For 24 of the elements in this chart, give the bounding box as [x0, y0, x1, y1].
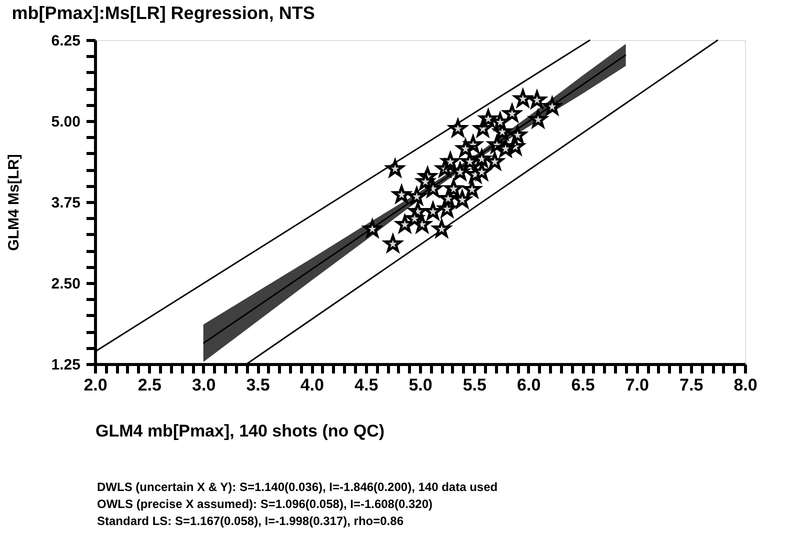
- x-tick-label: 7.5: [680, 376, 704, 394]
- x-tick-label: 8.0: [734, 376, 758, 394]
- y-tick-label: 5.00: [51, 114, 80, 130]
- x-tick-label: 7.0: [625, 376, 649, 394]
- x-tick-label: 5.0: [408, 376, 432, 394]
- y-tick-label: 6.25: [51, 32, 80, 50]
- chart-title: mb[Pmax]:Ms[LR] Regression, NTS: [12, 3, 315, 23]
- y-tick-label: 3.75: [51, 194, 80, 212]
- x-tick-label: 3.5: [246, 376, 270, 394]
- x-tick-label: 2.5: [138, 376, 162, 394]
- y-tick-label: 1.25: [51, 356, 80, 374]
- x-axis-title: GLM4 mb[Pmax], 140 shots (no QC): [96, 422, 385, 440]
- x-tick-label: 4.5: [354, 376, 378, 394]
- x-tick-label: 5.5: [462, 376, 486, 394]
- text: DWLS (uncertain X & Y): S=1.140(0.036), I=-1.846(0.200), 140 data used: [97, 480, 498, 494]
- x-tick-label: 3.0: [192, 376, 216, 394]
- y-tick-label: 2.50: [51, 276, 80, 292]
- x-tick-label: 6.5: [571, 376, 595, 394]
- text: Standard LS: S=1.167(0.058), I=-1.998(0.317), rho=0.86: [97, 514, 404, 528]
- x-tick-label: 4.0: [300, 376, 324, 394]
- x-tick-label: 6.0: [517, 376, 541, 394]
- y-axis-title: GLM4 Ms[LR]: [5, 154, 22, 251]
- text: OWLS (precise X assumed): S=1.096(0.058), I=-1.608(0.320): [97, 497, 432, 511]
- x-tick-label: 2.0: [84, 376, 108, 394]
